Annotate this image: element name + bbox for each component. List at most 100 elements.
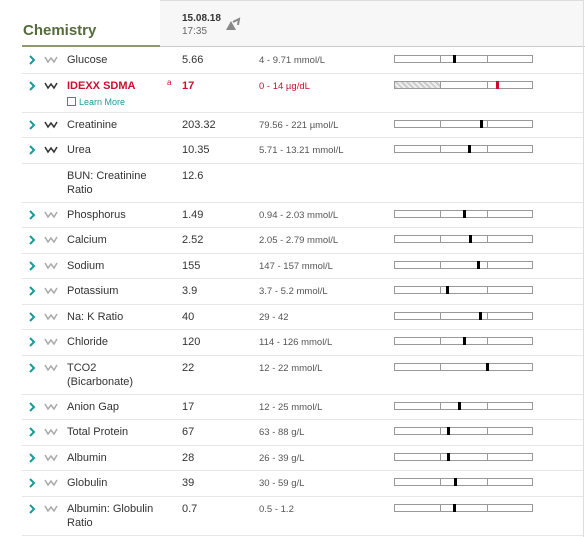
range-divider: [487, 236, 488, 242]
range-divider: [487, 120, 488, 127]
reference-range: 29 - 42: [259, 311, 289, 323]
range-divider: [487, 312, 488, 319]
expand-chevron[interactable]: [27, 55, 37, 65]
range-divider: [487, 479, 488, 485]
trend-icon[interactable]: [44, 210, 60, 220]
header-divider: [160, 46, 585, 47]
range-bar: [394, 209, 533, 218]
expand-chevron[interactable]: [27, 119, 37, 130]
trend-icon[interactable]: [44, 453, 60, 463]
test-name: IDEXX SDMA: [67, 79, 136, 92]
expand-chevron[interactable]: [27, 286, 37, 296]
range-divider: [440, 210, 441, 217]
test-value: 0.7: [182, 502, 198, 515]
learn-more-link[interactable]: Learn More: [67, 95, 125, 109]
test-name: Total Protein: [67, 426, 129, 438]
test-value: 17: [182, 400, 195, 413]
reference-range: 0 - 14 µg/dL: [259, 80, 310, 92]
result-row: Globulin 39 30 - 59 g/L: [22, 470, 583, 497]
result-row: IDEXX SDMA 17 a Learn More 0 - 14 µg/dL: [22, 73, 583, 113]
result-row: Calcium 2.52 2.05 - 2.79 mmol/L: [22, 227, 583, 254]
range-divider: [440, 236, 441, 242]
range-divider: [487, 287, 488, 293]
expand-chevron[interactable]: [27, 80, 37, 91]
trend-icon[interactable]: [44, 402, 60, 412]
reference-range: 147 - 157 mmol/L: [259, 260, 333, 272]
expand-chevron[interactable]: [27, 427, 37, 437]
trend-icon[interactable]: [44, 337, 60, 347]
result-row: Total Protein 67 63 - 88 g/L: [22, 419, 583, 446]
range-divider: [487, 81, 488, 88]
trend-icon[interactable]: [44, 312, 60, 322]
value-marker: [486, 362, 489, 371]
expand-chevron[interactable]: [27, 311, 37, 322]
expand-chevron[interactable]: [27, 478, 37, 488]
trend-icon[interactable]: [44, 55, 60, 65]
range-divider: [440, 312, 441, 319]
test-name: Albumin: [67, 451, 107, 464]
link-text[interactable]: Learn More: [79, 96, 126, 107]
trend-icon[interactable]: [44, 504, 60, 514]
expand-chevron[interactable]: [27, 209, 37, 220]
test-name: Na: K Ratio: [67, 310, 124, 323]
result-row: Albumin: Globulin Ratio 0.7 0.5 - 1.2: [22, 496, 583, 536]
result-row: Na: K Ratio 40 29 - 42: [22, 304, 583, 330]
test-value: 5.66: [182, 54, 204, 66]
value-marker: [480, 119, 484, 128]
result-row: Potassium 3.9 3.7 - 5.2 mmol/L: [22, 278, 583, 305]
range-divider: [440, 402, 441, 409]
test-name: BUN: Creatinine Ratio: [67, 169, 147, 196]
result-date: 15.08.18: [182, 13, 221, 24]
reference-range: 79.56 - 221 µmol/L: [259, 119, 339, 131]
range-bar: [394, 401, 533, 410]
reference-range: 3.7 - 5.2 mmol/L: [259, 286, 328, 297]
range-divider: [440, 363, 441, 370]
trend-icon[interactable]: [44, 261, 60, 271]
result-row: Phosphorus 1.49 0.94 - 2.03 mmol/L: [22, 202, 583, 228]
trend-icon[interactable]: [44, 145, 60, 155]
test-value: 10.35: [182, 144, 210, 156]
range-bar: [394, 80, 533, 89]
value-marker: [463, 209, 467, 218]
result-row: Creatinine 203.32 79.56 - 221 µmol/L: [22, 112, 583, 138]
share-icon[interactable]: [224, 16, 242, 32]
test-value: 203.32: [182, 118, 216, 131]
expand-chevron[interactable]: [27, 145, 37, 155]
value-marker: [463, 337, 466, 345]
trend-icon[interactable]: [44, 286, 60, 296]
expand-chevron[interactable]: [27, 503, 37, 514]
value-marker: [454, 478, 458, 486]
expand-chevron[interactable]: [27, 260, 37, 271]
value-marker: [469, 235, 473, 243]
test-value: 39: [182, 477, 195, 489]
value-marker: [495, 80, 499, 89]
expand-chevron[interactable]: [27, 337, 37, 347]
expand-chevron[interactable]: [27, 362, 37, 373]
test-value: 3.9: [182, 285, 198, 297]
test-value: 67: [182, 426, 195, 438]
test-value: 155: [182, 259, 201, 272]
range-bar: [394, 235, 533, 243]
trend-icon[interactable]: [44, 427, 60, 437]
test-value: 120: [182, 336, 201, 348]
range-bar: [394, 311, 533, 320]
range-bar: [394, 503, 533, 512]
trend-icon[interactable]: [44, 81, 60, 91]
range-divider: [487, 453, 488, 460]
range-bar: [394, 427, 533, 435]
trend-icon[interactable]: [44, 478, 60, 488]
test-name: Albumin: Globulin Ratio: [67, 502, 154, 529]
trend-icon[interactable]: [44, 120, 60, 130]
test-name: Calcium: [67, 234, 107, 246]
trend-icon[interactable]: [44, 235, 60, 245]
reference-range: 0.5 - 1.2: [259, 503, 294, 515]
trend-icon[interactable]: [44, 363, 60, 373]
expand-chevron[interactable]: [27, 452, 37, 463]
range-bar: [394, 260, 533, 269]
expand-chevron[interactable]: [27, 401, 37, 412]
range-bar: [394, 119, 533, 128]
test-name: Chloride: [67, 336, 108, 348]
link-icon: [67, 96, 76, 106]
expand-chevron[interactable]: [27, 235, 37, 245]
reference-range: 26 - 39 g/L: [259, 452, 305, 464]
